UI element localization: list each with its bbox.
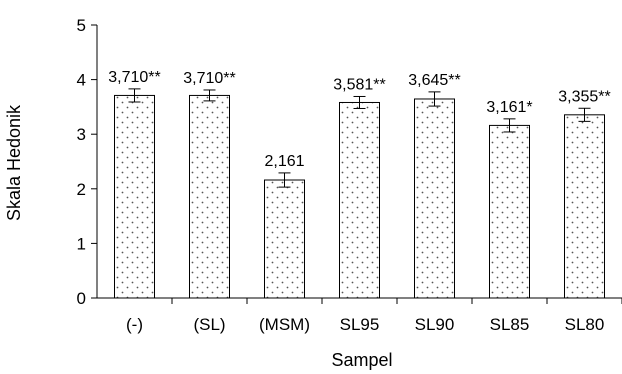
bar bbox=[114, 94, 155, 299]
y-tick-label: 3 bbox=[77, 125, 86, 144]
data-label: 3,710** bbox=[108, 69, 161, 86]
y-tick-label: 1 bbox=[77, 234, 86, 253]
error-bars bbox=[128, 88, 591, 188]
x-tick-label: (SL) bbox=[193, 315, 225, 334]
y-tick-label: 5 bbox=[77, 16, 86, 35]
data-labels: 3,710** 3,710** 2,161 3,581** 3,645** 3,161* 3… bbox=[108, 69, 611, 170]
x-tick-label: SL90 bbox=[415, 315, 455, 334]
x-tick-label: (MSM) bbox=[259, 315, 310, 334]
bars bbox=[114, 94, 605, 299]
x-axis-title: Sampel bbox=[331, 350, 392, 370]
x-tick-label: SL95 bbox=[340, 315, 380, 334]
y-tick-label: 0 bbox=[77, 289, 86, 308]
bar bbox=[489, 124, 530, 299]
x-tick-label: SL85 bbox=[490, 315, 530, 334]
bar bbox=[564, 114, 605, 299]
data-label: 3,161* bbox=[486, 99, 532, 116]
bar bbox=[264, 179, 305, 299]
data-label: 3,710** bbox=[183, 70, 236, 87]
data-label: 3,645** bbox=[408, 72, 461, 89]
x-axis: (-) (SL) (MSM) SL95 SL90 SL85 SL80 bbox=[97, 297, 622, 334]
data-label: 2,161 bbox=[264, 153, 304, 170]
bar bbox=[339, 101, 380, 299]
y-axis: 0 1 2 3 4 5 bbox=[77, 16, 98, 308]
x-tick-label: (-) bbox=[126, 315, 143, 334]
y-tick-label: 2 bbox=[77, 180, 86, 199]
y-axis-title: Skala Hedonik bbox=[4, 104, 24, 221]
data-label: 3,355** bbox=[558, 88, 611, 105]
y-tick-label: 4 bbox=[77, 71, 86, 90]
x-tick-label: SL80 bbox=[565, 315, 605, 334]
bar bbox=[414, 98, 455, 299]
bar bbox=[189, 94, 230, 299]
data-label: 3,581** bbox=[333, 76, 386, 93]
